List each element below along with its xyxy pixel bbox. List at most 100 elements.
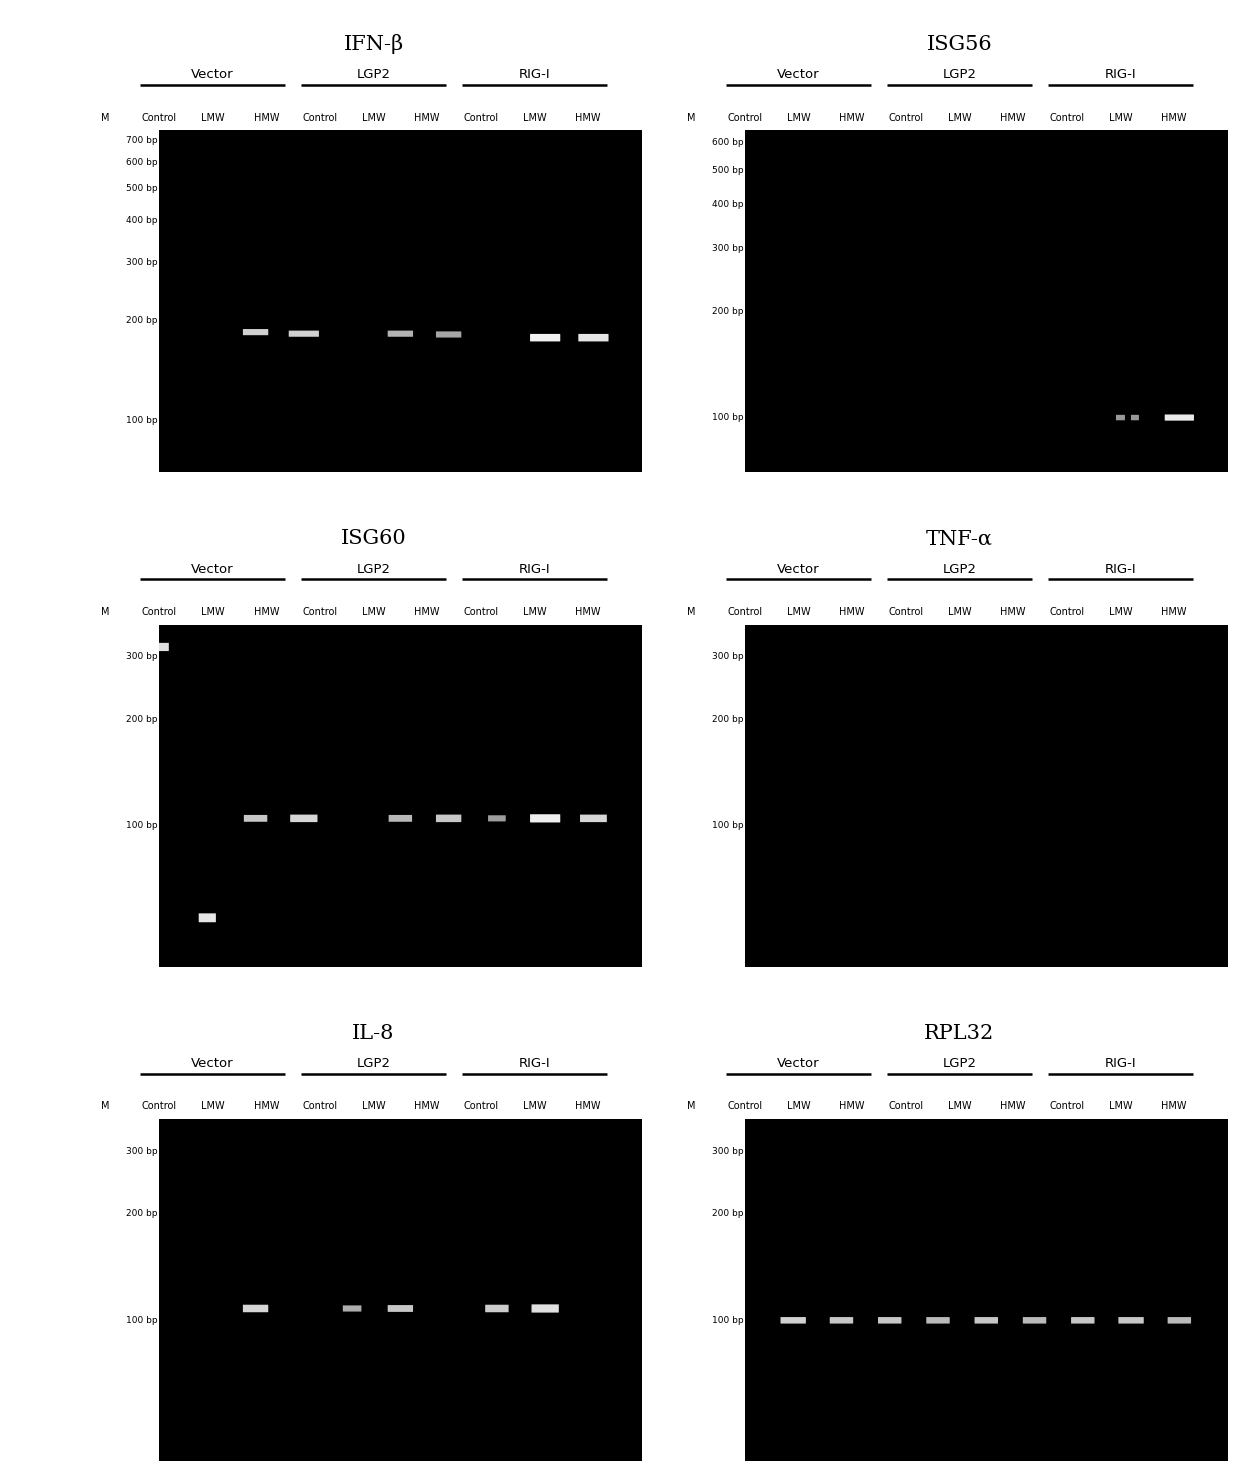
FancyBboxPatch shape (1168, 1317, 1192, 1324)
Text: M: M (687, 1101, 696, 1111)
FancyBboxPatch shape (342, 1305, 361, 1312)
Text: LMW: LMW (522, 112, 547, 123)
FancyBboxPatch shape (1131, 415, 1138, 421)
Text: 400 bp: 400 bp (712, 201, 744, 210)
Text: LMW: LMW (522, 607, 547, 617)
Text: ISG60: ISG60 (341, 528, 407, 548)
Text: 600 bp: 600 bp (712, 137, 744, 148)
Text: 100 bp: 100 bp (712, 1315, 744, 1325)
Text: LGP2: LGP2 (942, 68, 976, 81)
Text: HMW: HMW (253, 112, 279, 123)
FancyBboxPatch shape (149, 644, 169, 651)
Text: Control: Control (303, 112, 337, 123)
Text: M: M (102, 607, 109, 617)
Text: HMW: HMW (253, 1101, 279, 1111)
FancyBboxPatch shape (878, 1317, 901, 1324)
Text: RIG-I: RIG-I (518, 68, 551, 81)
Text: 500 bp: 500 bp (712, 165, 744, 176)
Text: LGP2: LGP2 (357, 1057, 391, 1070)
FancyBboxPatch shape (485, 1305, 508, 1312)
Text: HMW: HMW (575, 112, 601, 123)
Text: 100 bp: 100 bp (126, 416, 157, 425)
Text: HMW: HMW (575, 607, 601, 617)
FancyBboxPatch shape (975, 1317, 998, 1324)
Text: HMW: HMW (1001, 607, 1025, 617)
FancyBboxPatch shape (489, 815, 506, 822)
Text: LMW: LMW (1109, 1101, 1132, 1111)
Text: 300 bp: 300 bp (712, 652, 744, 661)
Text: Control: Control (464, 112, 498, 123)
Text: M: M (102, 1101, 109, 1111)
Text: LGP2: LGP2 (942, 1057, 976, 1070)
Text: RIG-I: RIG-I (518, 562, 551, 576)
Text: HMW: HMW (1161, 607, 1187, 617)
Text: Control: Control (888, 1101, 924, 1111)
FancyBboxPatch shape (529, 334, 560, 341)
Text: Control: Control (1049, 607, 1084, 617)
FancyBboxPatch shape (1116, 415, 1125, 421)
Text: Control: Control (464, 607, 498, 617)
Text: HMW: HMW (414, 607, 440, 617)
FancyBboxPatch shape (580, 815, 606, 822)
Text: Control: Control (303, 1101, 337, 1111)
Text: LMW: LMW (522, 1101, 547, 1111)
Text: LMW: LMW (201, 112, 224, 123)
Text: 300 bp: 300 bp (126, 652, 157, 661)
Text: 200 bp: 200 bp (712, 307, 744, 316)
Text: HMW: HMW (839, 607, 866, 617)
Text: Control: Control (728, 607, 763, 617)
FancyBboxPatch shape (532, 1305, 559, 1312)
Text: HMW: HMW (414, 112, 440, 123)
Text: Control: Control (728, 112, 763, 123)
Text: 300 bp: 300 bp (126, 1147, 157, 1156)
Text: 200 bp: 200 bp (712, 1209, 744, 1218)
FancyBboxPatch shape (578, 334, 609, 341)
Text: RPL32: RPL32 (924, 1023, 994, 1042)
Text: 300 bp: 300 bp (712, 245, 744, 254)
Text: Control: Control (888, 607, 924, 617)
Text: 600 bp: 600 bp (126, 158, 157, 167)
Text: HMW: HMW (253, 607, 279, 617)
Text: 100 bp: 100 bp (712, 821, 744, 831)
FancyBboxPatch shape (529, 815, 560, 822)
FancyBboxPatch shape (1118, 1317, 1143, 1324)
Text: M: M (687, 112, 696, 123)
Text: LMW: LMW (362, 1101, 386, 1111)
Text: 300 bp: 300 bp (712, 1147, 744, 1156)
Text: LMW: LMW (1109, 112, 1132, 123)
Text: RIG-I: RIG-I (518, 1057, 551, 1070)
Text: HMW: HMW (1161, 112, 1187, 123)
Text: LMW: LMW (1109, 607, 1132, 617)
FancyBboxPatch shape (780, 1317, 806, 1324)
Text: 100 bp: 100 bp (712, 413, 744, 422)
Text: 100 bp: 100 bp (126, 1315, 157, 1325)
Text: HMW: HMW (1161, 1101, 1187, 1111)
Text: HMW: HMW (839, 1101, 866, 1111)
Text: Control: Control (728, 1101, 763, 1111)
FancyBboxPatch shape (244, 815, 268, 822)
Text: Control: Control (464, 1101, 498, 1111)
FancyBboxPatch shape (388, 815, 412, 822)
Text: 500 bp: 500 bp (126, 184, 157, 193)
Text: Vector: Vector (777, 68, 820, 81)
FancyBboxPatch shape (198, 914, 216, 922)
FancyBboxPatch shape (436, 815, 461, 822)
Text: 100 bp: 100 bp (126, 821, 157, 831)
Text: LMW: LMW (201, 1101, 224, 1111)
Text: M: M (687, 607, 696, 617)
Text: 200 bp: 200 bp (126, 316, 157, 325)
Text: Control: Control (141, 112, 176, 123)
Text: Control: Control (1049, 112, 1084, 123)
Text: LMW: LMW (947, 1101, 971, 1111)
Text: 400 bp: 400 bp (126, 217, 157, 226)
Text: RIG-I: RIG-I (1105, 68, 1136, 81)
Text: IL-8: IL-8 (352, 1023, 394, 1042)
Text: LMW: LMW (786, 112, 811, 123)
Text: Control: Control (1049, 1101, 1084, 1111)
Text: LMW: LMW (362, 607, 386, 617)
FancyBboxPatch shape (388, 1305, 413, 1312)
Text: RIG-I: RIG-I (1105, 1057, 1136, 1070)
FancyBboxPatch shape (243, 329, 268, 335)
Text: Control: Control (888, 112, 924, 123)
Text: HMW: HMW (1001, 1101, 1025, 1111)
